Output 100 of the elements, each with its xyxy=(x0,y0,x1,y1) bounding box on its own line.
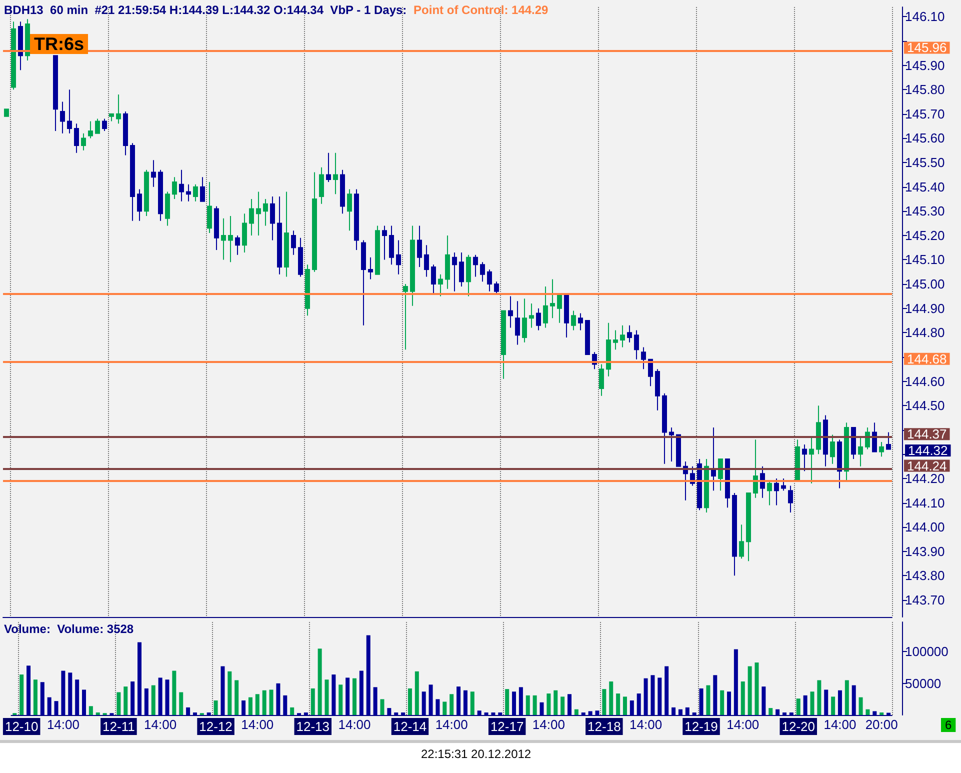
candlestick xyxy=(732,492,737,576)
candlestick xyxy=(249,198,254,236)
bar xyxy=(234,680,239,715)
bar xyxy=(96,712,100,715)
bar xyxy=(720,690,724,715)
candlestick xyxy=(837,439,842,489)
candlestick xyxy=(130,142,135,222)
candlestick xyxy=(277,196,282,275)
bar xyxy=(33,680,38,715)
bar xyxy=(54,701,58,715)
bar xyxy=(630,700,634,715)
candlestick xyxy=(438,274,443,297)
candlestick xyxy=(557,293,562,324)
candlestick xyxy=(312,172,317,272)
bar xyxy=(491,712,496,715)
candlestick xyxy=(844,422,849,482)
bar xyxy=(789,712,794,715)
candlestick xyxy=(270,196,275,241)
bar xyxy=(581,712,586,715)
bar xyxy=(505,689,510,715)
bar xyxy=(332,674,336,715)
bar xyxy=(373,687,378,715)
y-tick-label: 144.00 xyxy=(905,520,945,535)
candlestick xyxy=(333,152,338,195)
bar xyxy=(436,699,440,715)
candlestick xyxy=(774,478,779,506)
candlestick xyxy=(788,485,793,513)
candlestick xyxy=(235,234,240,256)
candlestick xyxy=(452,252,457,292)
candlestick xyxy=(123,111,128,156)
bar xyxy=(158,678,162,715)
y-tick-label: 145.40 xyxy=(905,179,945,194)
bar xyxy=(554,690,558,715)
bar xyxy=(220,666,225,715)
y-tick-label: 144.10 xyxy=(905,495,945,510)
candlestick xyxy=(403,284,408,350)
candlestick xyxy=(256,191,261,236)
candlestick xyxy=(578,312,583,331)
y-tick-label: 145.90 xyxy=(905,58,945,73)
bar xyxy=(644,678,648,715)
bar xyxy=(401,712,406,715)
candlestick xyxy=(172,176,177,200)
candlestick xyxy=(263,198,268,226)
candlestick xyxy=(725,458,730,508)
bar xyxy=(456,686,461,715)
x-tick-label: 14:00 xyxy=(726,717,760,732)
bar xyxy=(622,696,627,715)
y-tick-label: 143.70 xyxy=(905,592,945,608)
candlestick xyxy=(746,492,751,562)
candlestick xyxy=(501,310,506,380)
y-tick-label: 146.10 xyxy=(905,9,945,24)
candlestick xyxy=(459,252,464,287)
candlestick xyxy=(95,118,100,134)
bar xyxy=(324,680,329,715)
candlestick xyxy=(382,225,387,260)
candlestick xyxy=(326,152,331,182)
bar xyxy=(346,678,350,715)
bar xyxy=(20,674,24,715)
bar xyxy=(450,694,454,715)
candlestick xyxy=(809,436,814,484)
bar xyxy=(394,712,398,715)
bar xyxy=(817,680,822,715)
x-tick-label: 12-13 xyxy=(296,719,330,734)
bar xyxy=(824,690,828,715)
bar xyxy=(692,712,696,715)
candlestick xyxy=(221,218,226,260)
chart-subtitle: Point of Control: 144.29 xyxy=(406,3,549,17)
candlestick xyxy=(802,444,807,472)
bar xyxy=(442,702,447,715)
y-tick-label: 143.90 xyxy=(905,544,945,559)
bar xyxy=(151,685,156,715)
candlestick xyxy=(480,262,485,282)
bar xyxy=(414,671,419,715)
bar xyxy=(137,642,142,715)
candlestick xyxy=(305,264,310,316)
candlestick xyxy=(718,458,723,492)
candlestick xyxy=(753,439,758,498)
bar xyxy=(858,697,863,715)
bar xyxy=(540,702,544,715)
annotation: TR:6s xyxy=(34,34,84,54)
candlestick xyxy=(291,230,296,256)
x-tick-label: 14:00 xyxy=(241,717,274,732)
x-tick-label: 12-19 xyxy=(684,719,718,734)
bar xyxy=(290,707,294,715)
candlestick xyxy=(340,169,345,214)
candlestick xyxy=(361,240,366,326)
candlestick xyxy=(487,268,492,292)
bar xyxy=(574,709,578,715)
bar xyxy=(68,672,72,715)
x-tick-label: 20:00 xyxy=(865,717,898,732)
candlestick xyxy=(228,216,233,263)
bar xyxy=(831,696,836,715)
bar xyxy=(40,682,44,715)
candlestick xyxy=(396,240,401,275)
x-tick-label: 12-11 xyxy=(102,719,135,734)
ref-line-label: 144.37 xyxy=(907,426,947,442)
candlestick xyxy=(599,364,604,396)
candlestick xyxy=(655,368,660,411)
chart-title: Volume: Volume: 3528 xyxy=(4,622,134,636)
candlestick xyxy=(137,188,142,222)
